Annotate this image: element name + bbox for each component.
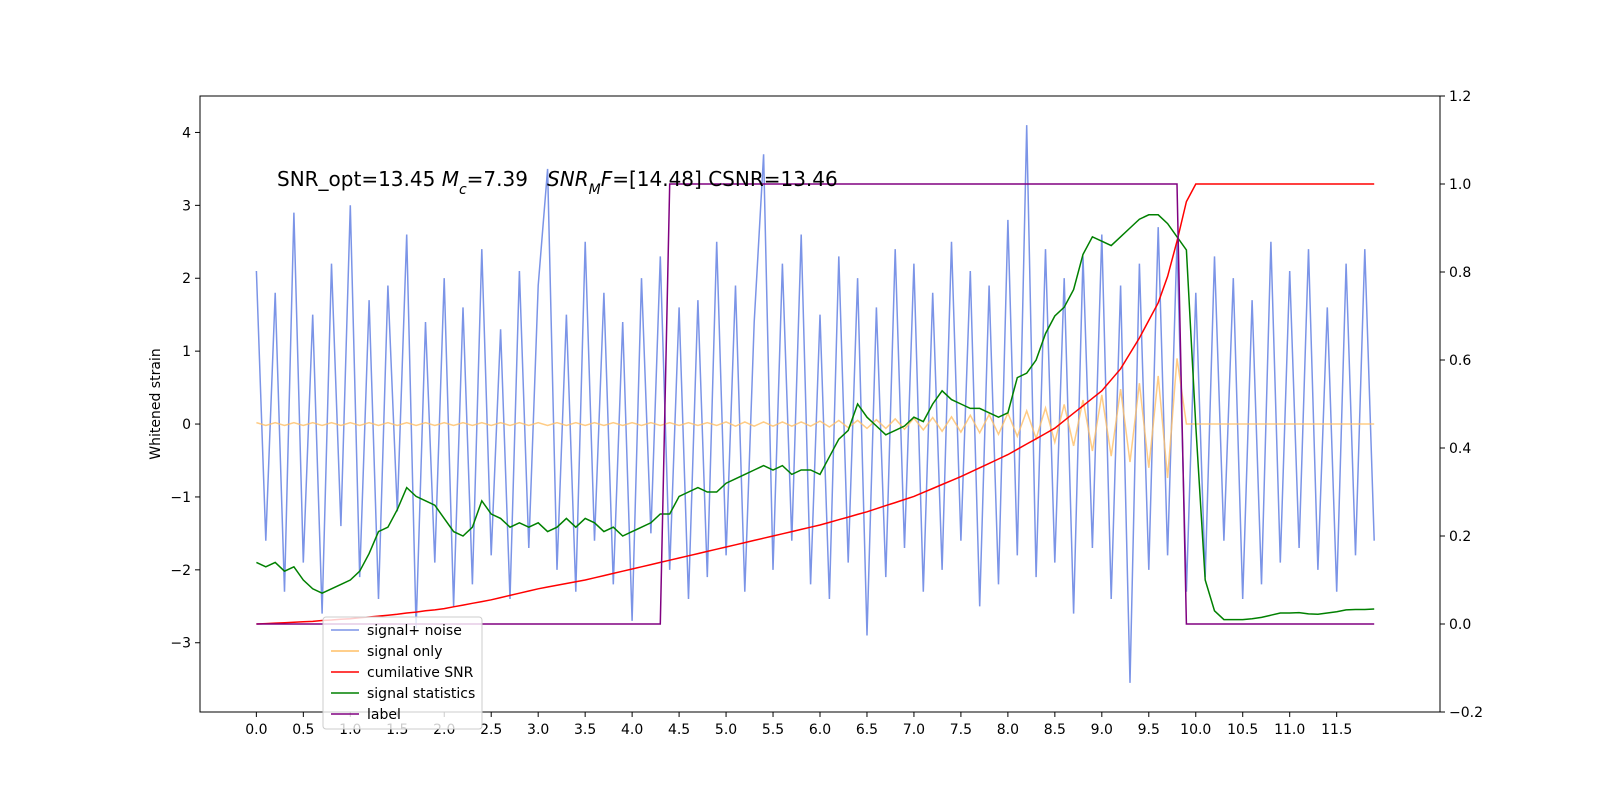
annotation-part: SNR_opt=13.45 — [277, 167, 442, 191]
legend-label: signal+ noise — [367, 623, 462, 639]
annotation-part: M — [442, 167, 459, 191]
x-tick-label: 10.0 — [1180, 722, 1211, 738]
y-axis-label: Whitened strain — [148, 348, 164, 459]
x-tick-label: 10.5 — [1227, 722, 1258, 738]
x-tick-label: 7.0 — [903, 722, 925, 738]
y-tick-label: 1 — [182, 344, 191, 360]
x-tick-label: 0.5 — [292, 722, 314, 738]
annotation-part: c — [459, 182, 467, 198]
annotation-part: =[14.48] CSNR=13.46 — [612, 167, 838, 191]
annotation: SNR_opt=13.45 Mc=7.39 SNRMF=[14.48] CSNR… — [277, 167, 838, 198]
annotation-part: M — [589, 182, 601, 198]
y2-tick-label: 0.6 — [1449, 353, 1471, 369]
y2-tick-label: −0.2 — [1449, 705, 1483, 721]
legend-label: signal statistics — [367, 686, 475, 702]
x-tick-label: 9.5 — [1138, 722, 1160, 738]
plot-area — [255, 125, 1375, 683]
x-tick-label: 6.5 — [856, 722, 878, 738]
series-line — [256, 183, 1375, 625]
x-tick-label: 5.5 — [762, 722, 784, 738]
legend-box — [322, 616, 483, 730]
y-tick-label: −3 — [170, 636, 191, 652]
series-line — [256, 358, 1375, 479]
x-tick-label: 4.5 — [668, 722, 690, 738]
y2-tick-label: 0.4 — [1449, 441, 1471, 457]
x-tick-label: 4.0 — [621, 722, 643, 738]
annotation-part: =7.39 — [467, 167, 547, 191]
x-tick-label: 8.0 — [997, 722, 1019, 738]
y-tick-label: −1 — [170, 490, 191, 506]
legend-label: signal only — [367, 644, 442, 660]
x-tick-label: 11.5 — [1321, 722, 1352, 738]
x-tick-label: 6.0 — [809, 722, 831, 738]
y-tick-label: 0 — [182, 417, 191, 433]
series-line — [256, 214, 1375, 621]
legend-label: label — [367, 707, 401, 723]
y2-tick-label: 0.0 — [1449, 617, 1471, 633]
x-tick-label: 9.0 — [1091, 722, 1113, 738]
x-tick-label: 3.5 — [574, 722, 596, 738]
y-tick-label: 4 — [182, 125, 191, 141]
legend-label: cumilative SNR — [367, 665, 474, 681]
x-tick-label: 11.0 — [1274, 722, 1305, 738]
y2-tick-label: 0.8 — [1449, 265, 1471, 281]
x-tick-label: 8.5 — [1044, 722, 1066, 738]
annotation-part: SNR — [547, 167, 589, 191]
x-tick-label: 3.0 — [527, 722, 549, 738]
x-tick-label: 5.0 — [715, 722, 737, 738]
x-tick-label: 2.5 — [480, 722, 502, 738]
x-tick-label: 7.5 — [950, 722, 972, 738]
series-line — [255, 125, 1375, 683]
x-tick-label: 0.0 — [245, 722, 267, 738]
annotation-part: F — [601, 167, 613, 191]
y-tick-label: 3 — [182, 198, 191, 214]
y-tick-label: −2 — [170, 563, 191, 579]
y2-tick-label: 0.2 — [1449, 529, 1471, 545]
y-tick-label: 2 — [182, 271, 191, 287]
y2-tick-label: 1.2 — [1449, 89, 1471, 105]
y2-tick-label: 1.0 — [1449, 177, 1471, 193]
